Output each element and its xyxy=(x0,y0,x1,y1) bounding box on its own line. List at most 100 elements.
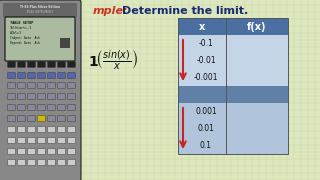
FancyBboxPatch shape xyxy=(28,138,36,143)
FancyBboxPatch shape xyxy=(68,116,76,121)
FancyBboxPatch shape xyxy=(48,116,55,121)
FancyBboxPatch shape xyxy=(68,83,76,88)
FancyBboxPatch shape xyxy=(28,105,36,110)
Text: 0.1: 0.1 xyxy=(200,141,212,150)
FancyBboxPatch shape xyxy=(8,105,15,110)
Bar xyxy=(178,137,288,154)
FancyBboxPatch shape xyxy=(48,149,55,154)
FancyBboxPatch shape xyxy=(58,149,65,154)
FancyBboxPatch shape xyxy=(68,160,76,165)
Text: x: x xyxy=(199,21,205,31)
FancyBboxPatch shape xyxy=(28,116,36,121)
FancyBboxPatch shape xyxy=(18,73,25,78)
FancyBboxPatch shape xyxy=(8,94,15,99)
FancyBboxPatch shape xyxy=(18,62,25,67)
FancyBboxPatch shape xyxy=(28,160,36,165)
FancyBboxPatch shape xyxy=(48,83,55,88)
FancyBboxPatch shape xyxy=(68,73,76,78)
Text: mple:: mple: xyxy=(93,6,129,16)
FancyBboxPatch shape xyxy=(28,149,36,154)
FancyBboxPatch shape xyxy=(18,116,25,121)
Text: TABLE SETUP: TABLE SETUP xyxy=(10,21,33,25)
FancyBboxPatch shape xyxy=(58,127,65,132)
FancyBboxPatch shape xyxy=(68,94,76,99)
FancyBboxPatch shape xyxy=(48,94,55,99)
FancyBboxPatch shape xyxy=(8,116,15,121)
Text: f(x): f(x) xyxy=(247,21,267,31)
Text: Indpnt: Auto  Ask: Indpnt: Auto Ask xyxy=(10,36,40,40)
FancyBboxPatch shape xyxy=(28,62,36,67)
Text: Determine the limit.: Determine the limit. xyxy=(122,6,248,16)
FancyBboxPatch shape xyxy=(8,83,15,88)
FancyBboxPatch shape xyxy=(28,73,36,78)
FancyBboxPatch shape xyxy=(48,138,55,143)
FancyBboxPatch shape xyxy=(48,62,55,67)
FancyBboxPatch shape xyxy=(58,73,65,78)
FancyBboxPatch shape xyxy=(38,94,45,99)
FancyBboxPatch shape xyxy=(38,160,45,165)
FancyBboxPatch shape xyxy=(8,138,15,143)
FancyBboxPatch shape xyxy=(68,105,76,110)
FancyBboxPatch shape xyxy=(58,138,65,143)
Text: 0.001: 0.001 xyxy=(195,107,217,116)
Text: Depend: Auto  Ask: Depend: Auto Ask xyxy=(10,41,40,45)
FancyBboxPatch shape xyxy=(48,160,55,165)
FancyBboxPatch shape xyxy=(58,160,65,165)
FancyBboxPatch shape xyxy=(18,94,25,99)
FancyBboxPatch shape xyxy=(38,62,45,67)
FancyBboxPatch shape xyxy=(8,62,15,67)
FancyBboxPatch shape xyxy=(48,127,55,132)
FancyBboxPatch shape xyxy=(28,94,36,99)
FancyBboxPatch shape xyxy=(8,160,15,165)
Bar xyxy=(60,38,70,48)
Text: -0.01: -0.01 xyxy=(196,56,216,65)
FancyBboxPatch shape xyxy=(18,83,25,88)
FancyBboxPatch shape xyxy=(18,138,25,143)
Bar xyxy=(178,52,288,69)
FancyBboxPatch shape xyxy=(68,138,76,143)
FancyBboxPatch shape xyxy=(38,127,45,132)
FancyBboxPatch shape xyxy=(18,127,25,132)
FancyBboxPatch shape xyxy=(28,83,36,88)
FancyBboxPatch shape xyxy=(28,127,36,132)
FancyBboxPatch shape xyxy=(18,149,25,154)
FancyBboxPatch shape xyxy=(8,149,15,154)
FancyBboxPatch shape xyxy=(38,138,45,143)
Text: TI-84 Plus Silver Edition: TI-84 Plus Silver Edition xyxy=(20,5,60,9)
Bar xyxy=(178,86,288,103)
FancyBboxPatch shape xyxy=(38,83,45,88)
Text: -0.1: -0.1 xyxy=(199,39,213,48)
Text: TEXAS INSTRUMENTS: TEXAS INSTRUMENTS xyxy=(27,10,53,14)
Bar xyxy=(178,18,288,154)
FancyBboxPatch shape xyxy=(38,73,45,78)
Bar xyxy=(178,103,288,120)
FancyBboxPatch shape xyxy=(58,116,65,121)
FancyBboxPatch shape xyxy=(0,0,81,180)
FancyBboxPatch shape xyxy=(18,160,25,165)
FancyBboxPatch shape xyxy=(8,127,15,132)
Text: $\mathbf{1}\!\left(\frac{sin(x)}{x}\right)$: $\mathbf{1}\!\left(\frac{sin(x)}{x}\righ… xyxy=(88,48,138,72)
Bar xyxy=(178,35,288,52)
Bar xyxy=(178,69,288,86)
Text: ΔTbl=1: ΔTbl=1 xyxy=(10,31,22,35)
Text: TblStart=-1: TblStart=-1 xyxy=(10,26,32,30)
FancyBboxPatch shape xyxy=(58,94,65,99)
FancyBboxPatch shape xyxy=(58,62,65,67)
FancyBboxPatch shape xyxy=(68,62,76,67)
Text: 0.01: 0.01 xyxy=(197,124,214,133)
Bar xyxy=(178,120,288,137)
Bar xyxy=(3,3,77,17)
FancyBboxPatch shape xyxy=(68,127,76,132)
FancyBboxPatch shape xyxy=(48,73,55,78)
Text: -0.001: -0.001 xyxy=(194,73,218,82)
FancyBboxPatch shape xyxy=(38,105,45,110)
FancyBboxPatch shape xyxy=(58,105,65,110)
FancyBboxPatch shape xyxy=(5,17,75,61)
FancyBboxPatch shape xyxy=(8,73,15,78)
FancyBboxPatch shape xyxy=(38,116,45,121)
FancyBboxPatch shape xyxy=(38,149,45,154)
FancyBboxPatch shape xyxy=(58,83,65,88)
FancyBboxPatch shape xyxy=(68,149,76,154)
FancyBboxPatch shape xyxy=(18,105,25,110)
Bar xyxy=(178,18,288,35)
